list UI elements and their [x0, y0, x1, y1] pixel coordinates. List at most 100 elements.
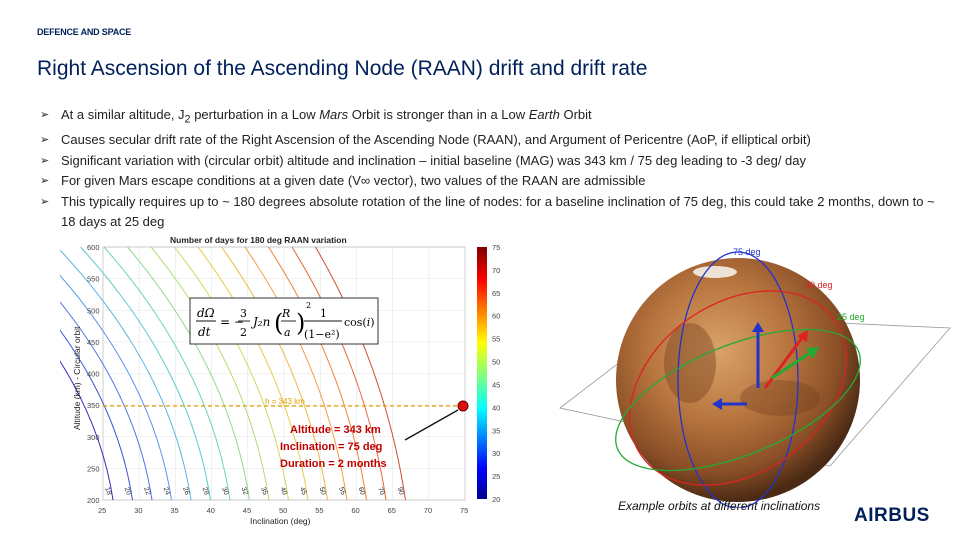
- contour-line: [127, 246, 250, 501]
- label-75-deg: 75 deg: [733, 247, 761, 257]
- x-tick-label: 70: [424, 506, 432, 515]
- arrow-bullet-icon: ➢: [40, 134, 50, 147]
- contour-line: [80, 246, 211, 501]
- svg-text:(1−e²): (1−e²): [304, 328, 340, 341]
- contour-line: [244, 246, 348, 501]
- y-tick-label: 250: [87, 464, 100, 473]
- bullet-text: Causes secular drift rate of the Right A…: [61, 132, 811, 148]
- bullet-text: For given Mars escape conditions at a gi…: [61, 173, 646, 189]
- contour-line: [60, 249, 192, 501]
- contour-line: [60, 274, 172, 501]
- orbit-25: [615, 328, 861, 472]
- annotation-arrow: [404, 409, 459, 441]
- contour-line: [315, 246, 406, 501]
- plot-title: Number of days for 180 deg RAAN variatio…: [170, 235, 347, 245]
- emphasis: Earth: [528, 107, 560, 122]
- contour-label: 90: [396, 486, 405, 496]
- contour-line: [60, 301, 153, 501]
- colorbar-tick-label: 30: [492, 449, 500, 458]
- colorbar-tick-label: 25: [492, 472, 500, 481]
- svg-text:J₂n: J₂n: [250, 315, 270, 329]
- arrow-bullet-icon: ➢: [40, 175, 50, 188]
- contour-line: [60, 360, 114, 501]
- contour-line: [291, 246, 387, 501]
- svg-text:= −: = −: [220, 315, 244, 329]
- bullet-item: ➢ Causes secular drift rate of the Right …: [40, 130, 945, 151]
- contour-label: 32: [240, 486, 249, 496]
- svg-text:R: R: [281, 307, 290, 320]
- arrow-bullet-icon: ➢: [40, 109, 50, 121]
- annotation-altitude: Altitude = 343 km: [290, 424, 381, 436]
- y-tick-label: 450: [87, 338, 100, 347]
- contour-label: 55: [337, 486, 346, 496]
- y-tick-label: 550: [87, 275, 100, 284]
- bullet-list: ➢ At a similar altitude, J2 perturbation …: [40, 105, 945, 233]
- contour-label: 22: [142, 486, 151, 496]
- contour-label: 20: [123, 486, 132, 496]
- contour-line: [221, 246, 328, 501]
- contour-line: [268, 246, 367, 501]
- colorbar-tick-label: 75: [492, 243, 500, 252]
- x-tick-label: 65: [388, 506, 396, 515]
- contour-lines: 18 20 22 24 26 28 30 32 35 40 45 50 55 60 70 90: [60, 246, 406, 501]
- slide-title: Right Ascension of the Ascending Node (R…: [37, 57, 648, 80]
- x-tick-label: 25: [98, 506, 106, 515]
- bullet-item: ➢ Significant variation with (circular or…: [40, 151, 945, 172]
- bullet-text: perturbation in a Low: [190, 107, 320, 122]
- svg-text:): ): [296, 309, 305, 337]
- baseline-label: h = 343 km: [265, 397, 305, 406]
- colorbar-tick-label: 55: [492, 335, 500, 344]
- bullet-text: Orbit: [559, 107, 592, 122]
- annotation-inclination: Inclination = 75 deg: [280, 441, 382, 453]
- vector-40: [763, 337, 804, 389]
- vector-head: [797, 330, 808, 342]
- bullet-text: At a similar altitude, J: [61, 107, 185, 122]
- y-axis-label: Altitude (km) - Circular orbit: [72, 326, 82, 430]
- svg-text:1: 1: [320, 307, 327, 320]
- colorbar-ticks: 75 70 65 60 55 50 45 40 35 30 25 20: [492, 243, 500, 504]
- colorbar-tick-label: 20: [492, 495, 500, 504]
- colorbar-tick-label: 50: [492, 358, 500, 367]
- colorbar-tick-label: 45: [492, 380, 500, 389]
- contour-label: 35: [259, 486, 268, 496]
- x-tick-label: 40: [207, 506, 215, 515]
- arrow-bullet-icon: ➢: [40, 195, 50, 208]
- section-kicker: DEFENCE AND SPACE: [37, 27, 132, 37]
- bullet-item: ➢ This typically requires up to ~ 180 deg…: [40, 192, 945, 233]
- svg-text:3: 3: [240, 307, 247, 320]
- contour-label: 50: [318, 486, 327, 496]
- orbit-40: [629, 290, 847, 486]
- bullet-text: Orbit is stronger than in a Low: [348, 107, 529, 122]
- mars-planet: [616, 258, 860, 502]
- subscript: 2: [184, 113, 191, 126]
- vector-25: [771, 351, 811, 380]
- contour-line: [60, 329, 133, 501]
- x-ticks: 25 30 35 40 45 50 55 60 65 70 75: [98, 506, 468, 515]
- svg-text:cos(i): cos(i): [344, 316, 375, 329]
- contour-label: 26: [181, 486, 190, 496]
- y-tick-label: 200: [87, 496, 100, 505]
- vector-head: [712, 398, 722, 410]
- svg-text:dt: dt: [198, 325, 211, 339]
- polar-cap: [693, 266, 737, 278]
- label-25-deg: 25 deg: [837, 312, 865, 322]
- svg-text:(: (: [274, 309, 283, 337]
- y-tick-label: 400: [87, 370, 100, 379]
- colorbar-tick-label: 70: [492, 266, 500, 275]
- label-40-deg: 40 deg: [805, 280, 833, 290]
- contour-line: [174, 246, 289, 501]
- svg-text:a: a: [284, 326, 291, 339]
- colorbar-tick-label: 40: [492, 403, 500, 412]
- bullet-item: ➢ For given Mars escape conditions at a g…: [40, 171, 945, 192]
- surface-feature: [740, 380, 820, 416]
- figure-caption: Example orbits at different inclinations: [618, 499, 821, 513]
- airbus-logo: AIRBUS: [854, 505, 930, 526]
- bullet-item: ➢ At a similar altitude, J2 perturbation …: [40, 105, 945, 130]
- contour-line: [103, 246, 231, 501]
- colorbar-tick-label: 35: [492, 426, 500, 435]
- y-tick-label: 600: [87, 243, 100, 252]
- bullet-text: Significant variation with (circular orb…: [61, 152, 806, 168]
- colorbar-tick-label: 65: [492, 289, 500, 298]
- x-tick-label: 45: [243, 506, 251, 515]
- plot-grid: [102, 246, 466, 501]
